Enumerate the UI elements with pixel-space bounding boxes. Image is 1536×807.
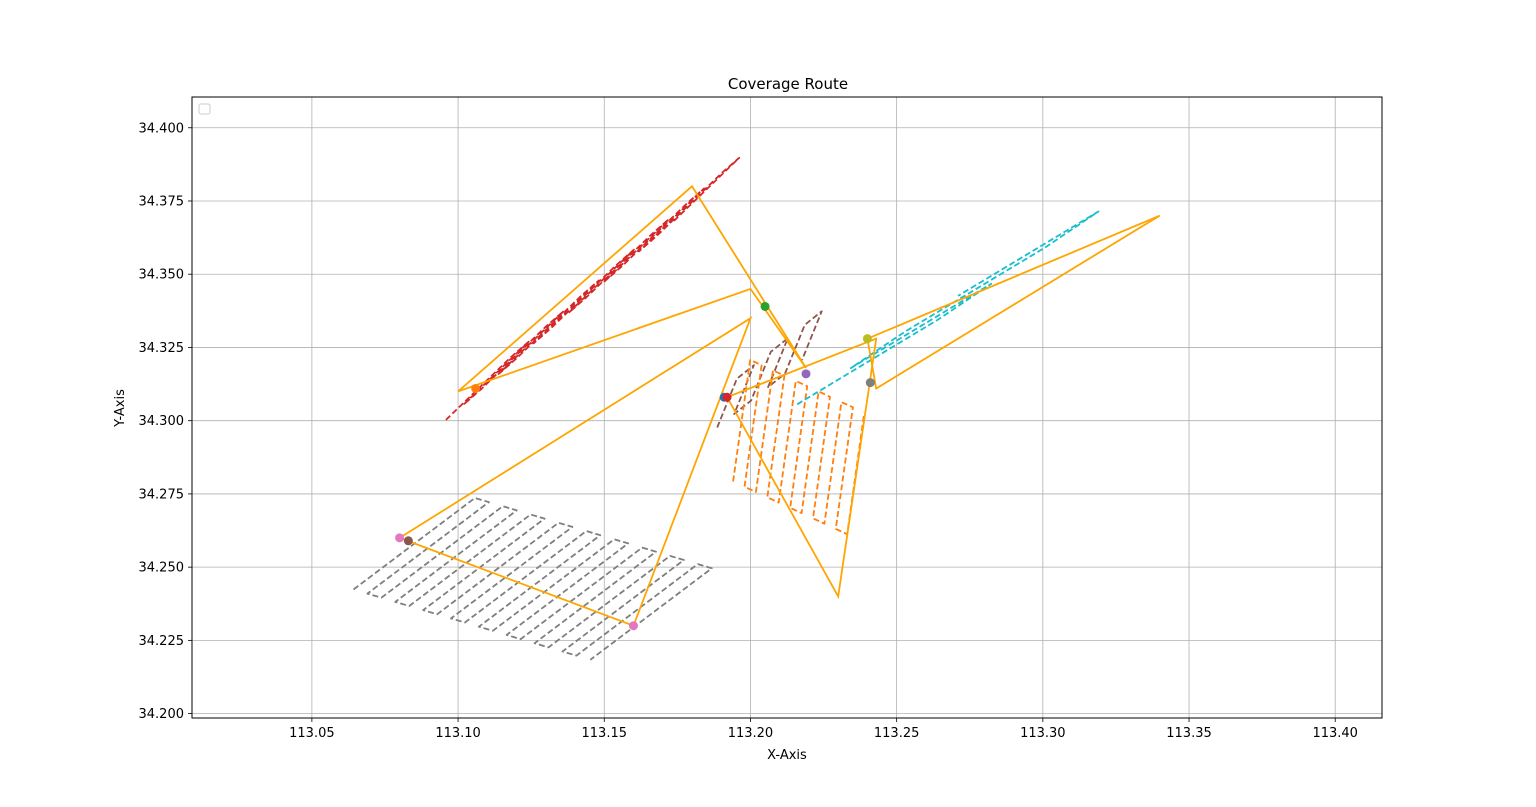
point-marker bbox=[801, 369, 811, 379]
point-marker bbox=[403, 536, 413, 546]
y-axis-label: Y-Axis bbox=[113, 389, 128, 428]
x-tick-label: 113.10 bbox=[435, 726, 481, 741]
sweep-path bbox=[352, 497, 713, 661]
boundary-polygon bbox=[399, 316, 753, 627]
y-tick-label: 34.300 bbox=[139, 414, 185, 429]
y-tick-label: 34.275 bbox=[139, 487, 185, 502]
point-marker bbox=[760, 301, 770, 311]
sweep-paths bbox=[352, 156, 1100, 661]
sweep-path bbox=[796, 210, 1100, 406]
sweep-path bbox=[716, 310, 823, 428]
point-marker bbox=[471, 383, 481, 393]
boundary-polygon bbox=[726, 337, 878, 600]
sweep-path bbox=[445, 156, 741, 421]
x-tick-label: 113.05 bbox=[289, 726, 335, 741]
grid-lines bbox=[192, 97, 1382, 718]
point-markers bbox=[395, 301, 875, 631]
legend-box bbox=[198, 103, 211, 115]
boundary-polygon bbox=[457, 184, 807, 393]
x-tick-label: 113.40 bbox=[1312, 726, 1358, 741]
x-tick-label: 113.20 bbox=[728, 726, 774, 741]
sweep-path bbox=[732, 359, 866, 536]
y-tick-label: 34.325 bbox=[139, 341, 185, 356]
point-marker bbox=[395, 533, 405, 543]
point-marker bbox=[862, 334, 872, 344]
x-tick-label: 113.25 bbox=[874, 726, 920, 741]
y-tick-label: 34.200 bbox=[139, 707, 185, 722]
y-tick-label: 34.400 bbox=[139, 121, 185, 136]
point-marker bbox=[722, 392, 732, 402]
y-tick-label: 34.250 bbox=[139, 561, 185, 576]
plot-frame bbox=[191, 96, 1383, 719]
x-tick-label: 113.35 bbox=[1166, 726, 1212, 741]
boundary-polygon bbox=[866, 214, 1161, 390]
x-tick-label: 113.15 bbox=[582, 726, 628, 741]
y-tick-label: 34.375 bbox=[139, 194, 185, 209]
boundary-polygons bbox=[399, 184, 1161, 627]
point-marker bbox=[865, 378, 875, 388]
y-tick-label: 34.225 bbox=[139, 634, 185, 649]
y-tick-label: 34.350 bbox=[139, 268, 185, 283]
axis-ticks: 113.05 113.10 113.15 113.20 113.25 113.30 113.… bbox=[139, 121, 1358, 741]
chart-title: Coverage Route bbox=[728, 75, 848, 93]
x-tick-label: 113.30 bbox=[1020, 726, 1066, 741]
x-axis-label: X-Axis bbox=[767, 748, 807, 763]
point-marker bbox=[628, 621, 638, 631]
